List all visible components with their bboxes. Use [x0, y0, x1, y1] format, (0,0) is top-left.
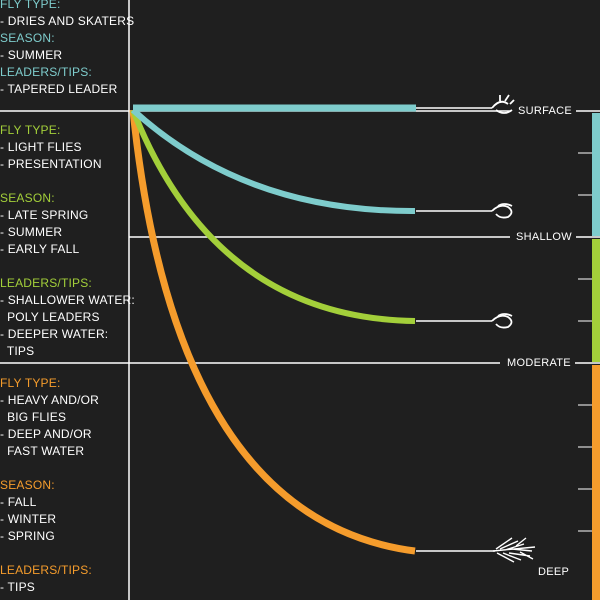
deep-depth-bar [592, 365, 600, 600]
shallow-group-heading: LEADERS/TIPS: [0, 276, 92, 290]
shallow-group-heading: FLY TYPE: [0, 123, 61, 137]
deep-group-item: - SPRING [0, 529, 55, 543]
shallow-group-item: - LIGHT FLIES [0, 140, 82, 154]
surface-group-heading: FLY TYPE: [0, 0, 61, 11]
deep-group-item: BIG FLIES [0, 410, 67, 424]
deep-group-heading: SEASON: [0, 478, 55, 492]
surface-group-heading: SEASON: [0, 31, 55, 45]
nymph-fly-icon [491, 313, 513, 329]
moderate-label: MODERATE [503, 357, 575, 369]
surface-group-item: - TAPERED LEADER [0, 82, 118, 96]
surface-panel: FLY TYPE: - DRIES AND SKATERS SEASON: - SUM… [0, 0, 135, 98]
group-gap [0, 460, 128, 477]
deep-group-item: - DEEP AND/OR [0, 427, 92, 441]
group-gap [0, 545, 128, 562]
surface-depth-bar [592, 113, 600, 236]
depth-scale [578, 152, 592, 532]
deep-fly-line [129, 109, 416, 555]
shallow-group-item: POLY LEADERS [0, 310, 100, 324]
shallow-group-item: - LATE SPRING [0, 208, 89, 222]
surface-label: SURFACE [514, 105, 577, 117]
surface-sinking-line [130, 107, 416, 215]
surface-group-item: - DRIES AND SKATERS [0, 14, 135, 28]
shallow-label: SHALLOW [512, 231, 576, 243]
shallow-group-item: - PRESENTATION [0, 157, 102, 171]
group-gap [0, 258, 128, 275]
shallow-depth-bar [592, 239, 600, 362]
shallow-panel: FLY TYPE: - LIGHT FLIES - PRESENTATION SEAS… [0, 122, 135, 360]
deep-group-item: FAST WATER [0, 444, 85, 458]
deep-group-heading: FLY TYPE: [0, 376, 61, 390]
deep-group-heading: LEADERS/TIPS: [0, 563, 92, 577]
wet-fly-icon [491, 203, 513, 219]
streamer-fly-icon [492, 537, 536, 563]
deep-group-item: - WINTER [0, 512, 57, 526]
group-gap [0, 173, 128, 190]
deep-group-item: - HEAVY AND/OR [0, 393, 100, 407]
shallow-fly-line [130, 108, 416, 324]
deep-group-item: - FALL [0, 495, 37, 509]
dry-fly-icon [491, 94, 515, 114]
shallow-group-item: TIPS [0, 344, 35, 358]
surface-group-item: - SUMMER [0, 48, 63, 62]
shallow-group-heading: SEASON: [0, 191, 55, 205]
shallow-group-item: - SUMMER [0, 225, 63, 239]
shallow-group-item: - EARLY FALL [0, 242, 80, 256]
deep-panel: FLY TYPE: - HEAVY AND/OR BIG FLIES - DEEP … [0, 375, 128, 596]
leaders [416, 107, 495, 552]
deep-label: DEEP [534, 566, 574, 578]
shallow-group-item: - DEEPER WATER: [0, 327, 109, 341]
surface-group-heading: LEADERS/TIPS: [0, 65, 92, 79]
shallow-group-item: - SHALLOWER WATER: [0, 293, 135, 307]
deep-group-item: - TIPS [0, 580, 35, 594]
